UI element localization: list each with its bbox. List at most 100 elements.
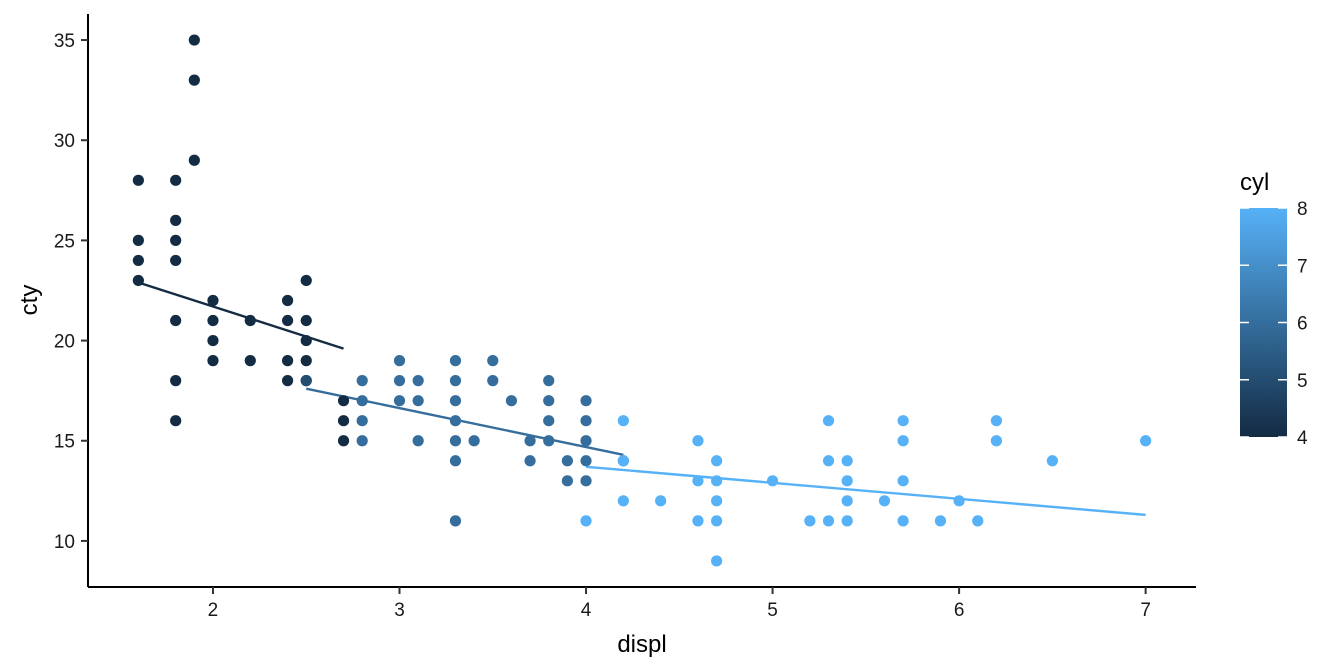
legend-title: cyl	[1240, 169, 1269, 196]
data-point	[281, 355, 294, 367]
data-point	[281, 375, 294, 387]
data-point	[990, 435, 1003, 447]
data-point	[841, 515, 853, 527]
data-point	[953, 495, 965, 507]
data-point	[580, 515, 592, 527]
data-point	[300, 355, 312, 367]
y-tick-label: 10	[54, 532, 75, 553]
data-point	[1046, 455, 1058, 467]
legend-tick-label: 8	[1297, 199, 1308, 220]
data-point	[356, 395, 368, 407]
data-point	[449, 435, 462, 447]
data-point	[412, 375, 424, 387]
data-point	[170, 415, 182, 427]
data-point	[617, 415, 629, 427]
data-point	[207, 314, 219, 327]
data-point	[393, 355, 406, 367]
color-legend: cyl 4 5 6 7 8	[1240, 169, 1308, 449]
fit-line-cyl-8	[585, 465, 1146, 517]
data-point	[897, 435, 909, 447]
data-point	[711, 555, 723, 567]
data-point	[841, 455, 853, 467]
data-point	[337, 395, 350, 407]
data-point	[580, 475, 592, 487]
y-axis-title: cty	[16, 285, 43, 316]
data-point	[822, 515, 835, 527]
data-point	[804, 515, 816, 527]
legend-tick-label: 5	[1297, 371, 1308, 392]
data-point	[897, 415, 909, 427]
fit-line-cyl-4	[137, 281, 344, 350]
y-tick-label: 30	[54, 131, 75, 152]
data-point	[300, 375, 312, 387]
data-point	[543, 435, 555, 447]
data-point	[711, 455, 723, 467]
data-point	[356, 435, 368, 447]
data-point	[580, 395, 592, 407]
data-point	[170, 174, 182, 186]
data-point	[170, 214, 182, 226]
data-point	[543, 395, 555, 407]
data-point	[356, 415, 368, 427]
data-point	[822, 455, 835, 467]
data-point	[300, 274, 312, 287]
data-point	[449, 515, 462, 527]
data-point	[524, 455, 536, 467]
x-tick-label: 6	[954, 600, 965, 621]
legend-ticks: 4 5 6 7 8	[1240, 199, 1308, 449]
data-point	[449, 375, 462, 387]
data-point	[337, 415, 350, 427]
data-point	[449, 455, 462, 467]
y-tick-label: 20	[54, 332, 75, 353]
data-point	[841, 495, 853, 507]
data-point	[561, 475, 573, 487]
data-point	[487, 355, 499, 367]
data-point	[300, 314, 312, 327]
data-point	[822, 415, 835, 427]
data-point	[561, 455, 573, 467]
x-axis-title: displ	[617, 631, 666, 658]
x-axis-ticks: 2 3 4 5 6 7	[208, 587, 1151, 621]
data-points	[132, 34, 1152, 567]
x-tick-label: 4	[581, 600, 592, 621]
data-point	[170, 254, 182, 267]
y-tick-label: 25	[54, 231, 75, 252]
data-point	[449, 415, 462, 427]
data-point	[692, 435, 704, 447]
data-point	[580, 435, 592, 447]
data-point	[711, 475, 723, 487]
data-point	[337, 435, 350, 447]
data-point	[300, 334, 312, 347]
data-point	[692, 475, 704, 487]
data-point	[655, 495, 667, 507]
data-point	[468, 435, 480, 447]
data-point	[524, 435, 536, 447]
data-point	[878, 495, 891, 507]
x-tick-label: 5	[767, 600, 778, 621]
data-point	[449, 355, 462, 367]
data-point	[244, 314, 256, 327]
data-point	[972, 515, 984, 527]
data-point	[188, 154, 200, 166]
data-point	[1140, 435, 1152, 447]
data-point	[188, 74, 200, 86]
data-point	[934, 515, 947, 527]
data-point	[897, 515, 909, 527]
y-tick-label: 15	[54, 432, 75, 453]
data-point	[711, 515, 723, 527]
data-point	[281, 294, 294, 307]
y-axis-ticks: 10 15 20 25 30 35	[54, 31, 88, 553]
legend-tick-label: 4	[1297, 428, 1308, 449]
legend-tick-label: 6	[1297, 314, 1308, 335]
data-point	[356, 375, 368, 387]
data-point	[505, 395, 518, 407]
data-point	[711, 495, 723, 507]
data-point	[393, 375, 406, 387]
data-point	[207, 294, 219, 307]
x-tick-label: 3	[394, 600, 405, 621]
data-point	[393, 395, 406, 407]
data-point	[617, 455, 629, 467]
data-point	[188, 34, 200, 46]
data-point	[580, 415, 592, 427]
